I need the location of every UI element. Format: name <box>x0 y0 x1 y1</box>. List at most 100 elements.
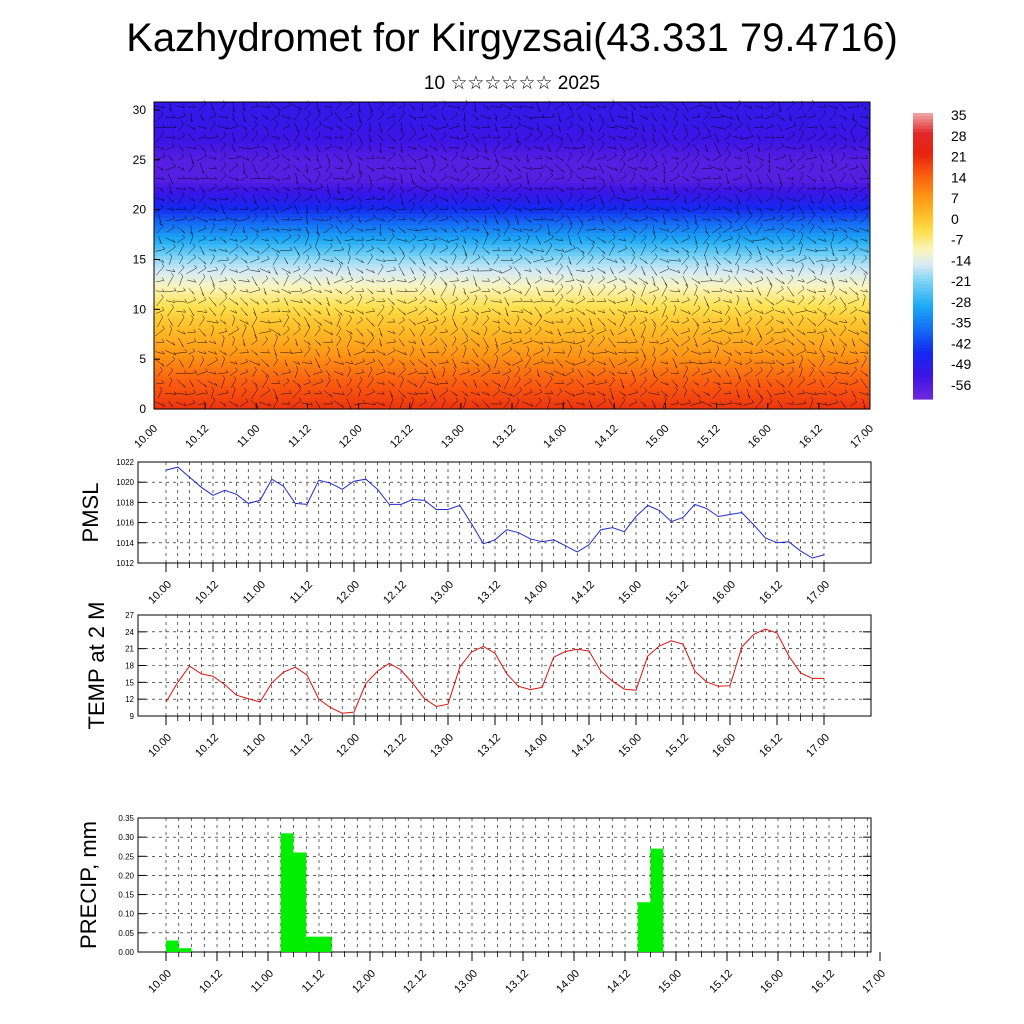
wind-barb <box>280 236 292 244</box>
wind-barb-flag <box>400 201 404 206</box>
wind-barb <box>385 206 397 213</box>
wind-barb-flag <box>308 312 312 316</box>
wind-barb <box>450 114 458 121</box>
wind-barb <box>261 114 269 120</box>
wind-barb-flag <box>453 366 456 371</box>
heatmap-band <box>154 224 870 230</box>
wind-barb <box>400 193 404 205</box>
wind-barb <box>281 115 291 119</box>
wind-barb <box>167 173 174 185</box>
wind-barb-flag <box>214 303 217 307</box>
x-tick-label: 12.12 <box>401 968 429 996</box>
wind-barb-flag <box>381 250 385 254</box>
wind-barb <box>377 104 384 110</box>
wind-barb-flag <box>232 315 235 319</box>
wind-barb-flag <box>296 211 299 215</box>
wind-barb-flag <box>463 128 466 132</box>
wind-barb-flag <box>415 287 418 292</box>
wind-barb <box>336 328 342 336</box>
wind-barb <box>427 381 439 386</box>
wind-barb <box>417 156 428 161</box>
wind-barb-flag <box>466 162 470 166</box>
wind-barb-flag <box>162 153 166 157</box>
wind-barb-flag <box>446 123 449 127</box>
wind-barb <box>356 319 363 325</box>
wind-barb-flag <box>308 157 311 161</box>
wind-barb <box>429 266 438 276</box>
wind-barb-flag <box>245 188 248 192</box>
wind-barb-flag <box>424 132 428 137</box>
wind-barb-flag <box>389 291 393 295</box>
wind-barb-flag <box>371 323 375 327</box>
wind-barb-flag <box>180 273 183 277</box>
wind-barb <box>229 164 239 172</box>
wind-barb-flag <box>276 162 279 166</box>
wind-barb <box>196 177 208 180</box>
wind-barb-flag <box>181 242 184 246</box>
wind-barb-flag <box>462 118 466 122</box>
wind-barb <box>336 338 342 347</box>
wind-barb <box>367 288 373 295</box>
wind-barb-flag <box>373 401 376 405</box>
wind-barb-flag <box>212 253 215 258</box>
wind-barb-flag <box>226 215 229 219</box>
wind-barb <box>228 329 239 336</box>
wind-barb-flag <box>171 304 174 308</box>
wind-barb-flag <box>285 363 288 367</box>
wind-barb <box>232 339 235 347</box>
wind-barb-flag <box>317 254 321 258</box>
wind-barb <box>166 146 175 150</box>
wind-barb <box>280 249 293 251</box>
wind-barb <box>345 143 353 153</box>
wind-barb <box>387 166 395 171</box>
wind-barb <box>228 176 239 181</box>
wind-barb <box>442 369 446 378</box>
wind-barb <box>419 267 426 274</box>
wind-barb-flag <box>339 126 342 130</box>
wind-barb <box>376 290 385 292</box>
wind-barb-flag <box>309 281 312 285</box>
heatmap-band <box>154 247 870 253</box>
wind-barb-flag <box>161 363 165 367</box>
wind-barb <box>387 154 396 162</box>
wind-barb-flag <box>445 387 449 391</box>
wind-barb-flag <box>214 176 217 180</box>
wind-barb-flag <box>184 391 188 395</box>
wind-barb <box>176 290 186 293</box>
wind-barb-flag <box>170 367 174 371</box>
wind-barb-flag <box>403 230 406 234</box>
wind-barb <box>209 123 216 132</box>
wind-barb-flag <box>223 239 227 244</box>
wind-barb <box>314 173 321 184</box>
precip-bar <box>178 948 192 952</box>
wind-barb-flag <box>350 360 354 364</box>
wind-barb <box>354 340 365 345</box>
y-tick-label: 0.00 <box>118 948 134 957</box>
wind-barb-flag <box>319 390 322 394</box>
wind-barb-flag <box>362 347 366 351</box>
wind-barb-flag <box>288 102 292 106</box>
wind-barb <box>366 337 375 348</box>
wind-barb-flag <box>370 111 373 115</box>
wind-barb-flag <box>466 156 470 160</box>
wind-barb <box>273 123 278 132</box>
wind-barb <box>196 392 208 395</box>
wind-barb-flag <box>349 131 353 135</box>
wind-barb-flag <box>391 357 395 361</box>
wind-barb <box>429 227 437 233</box>
wind-barb <box>460 135 470 140</box>
wind-barb-flag <box>162 288 165 292</box>
wind-barb-flag <box>349 315 352 319</box>
wind-barb-flag <box>299 287 303 292</box>
wind-barb <box>197 205 207 214</box>
wind-barb <box>304 135 310 141</box>
wind-barb-flag <box>337 190 340 195</box>
wind-barb-flag <box>372 388 375 393</box>
heatmap-band <box>154 132 870 138</box>
wind-barb <box>207 269 218 272</box>
wind-barb-flag <box>339 118 343 123</box>
wind-barb-flag <box>307 120 310 124</box>
wind-barb <box>397 208 406 210</box>
wind-barb-flag <box>412 107 416 111</box>
wind-barb-flag <box>161 307 165 311</box>
